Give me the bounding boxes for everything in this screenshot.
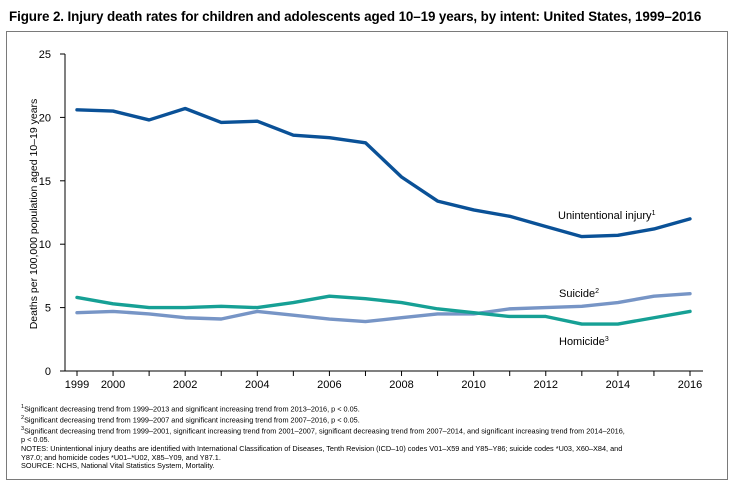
y-tick-label: 0 — [45, 366, 51, 378]
x-tick-label: 2002 — [173, 379, 197, 391]
note-text: Significant decreasing trend from 1999–2… — [24, 415, 360, 425]
figure-frame — [6, 31, 728, 480]
figure-notes: 1Significant decreasing trend from 1999–… — [21, 403, 721, 471]
note-line: p < 0.05. — [21, 436, 721, 445]
series-line-homicide — [75, 294, 692, 326]
note-line: 3Significant decreasing trend from 1999–… — [21, 425, 721, 436]
note-marker: 2 — [21, 415, 25, 422]
x-tick-label: 2008 — [389, 379, 413, 391]
series-line-unintentional-injury — [75, 106, 692, 239]
series-label-unintentional-injury: Unintentional injury1 — [558, 210, 656, 222]
y-tick-label: 10 — [39, 239, 51, 251]
series-label-homicide: Homicide3 — [559, 336, 609, 348]
y-tick-label: 5 — [45, 303, 51, 315]
x-tick-label: 2016 — [678, 379, 702, 391]
note-text: Y87.0; and homicide codes *U01–*U02, X85… — [21, 452, 221, 462]
y-axis-title: Deaths per 100,000 population aged 10–19… — [28, 99, 40, 330]
note-text: p < 0.05. — [21, 435, 50, 445]
figure-title: Figure 2. Injury death rates for childre… — [9, 9, 702, 24]
note-line: Y87.0; and homicide codes *U01–*U02, X85… — [21, 452, 721, 463]
note-line: 1Significant decreasing trend from 1999–… — [21, 403, 721, 414]
note-marker: 1 — [21, 404, 25, 410]
note-line: SOURCE: NCHS, National Vital Statistics … — [21, 462, 721, 471]
y-tick-label: 20 — [39, 112, 51, 124]
series-line-suicide — [75, 291, 692, 324]
x-tick-label: 2012 — [534, 379, 558, 391]
series-label-suicide: Suicide2 — [559, 288, 599, 300]
y-tick-label: 25 — [39, 49, 51, 61]
x-tick-label: 1999 — [65, 379, 89, 391]
note-text: Significant decreasing trend from 1999–2… — [24, 404, 360, 414]
x-tick-label: 2000 — [101, 379, 125, 391]
x-tick-label: 2004 — [245, 379, 269, 391]
series-labels: Unintentional injury1 Suicide2 Homicide3 — [558, 210, 656, 348]
note-line: NOTES: Unintentional injury deaths are i… — [21, 444, 721, 454]
series-layer — [75, 106, 692, 326]
x-tick-label: 2010 — [461, 379, 485, 391]
note-line: 2Significant decreasing trend from 1999–… — [21, 414, 721, 425]
x-tick-label: 2006 — [317, 379, 341, 391]
chart-axes: 0 5 10 15 20 25 1999 2000 2002 2004 2006 2008 2010 20… — [39, 49, 703, 391]
note-text: SOURCE: NCHS, National Vital Statistics … — [21, 461, 215, 471]
note-marker: 3 — [21, 426, 25, 433]
y-tick-label: 15 — [39, 176, 51, 188]
note-text: Significant decreasing trend from 1999–2… — [24, 426, 625, 436]
note-text: NOTES: Unintentional injury deaths are i… — [21, 444, 623, 454]
x-tick-label: 2014 — [606, 379, 630, 391]
